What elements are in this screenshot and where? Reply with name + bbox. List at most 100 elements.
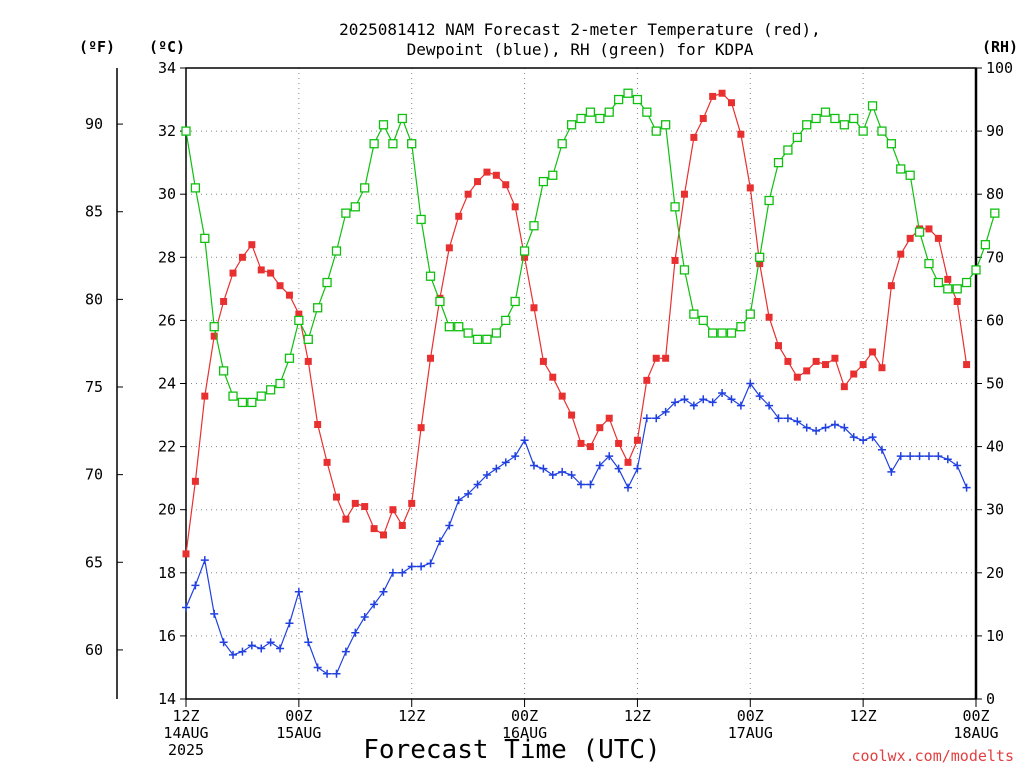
rh-point [792, 132, 802, 143]
data-series [181, 88, 1000, 678]
dew-point [812, 426, 821, 435]
temp-point [822, 361, 830, 369]
rh-point [604, 107, 614, 117]
temp-point [963, 361, 971, 369]
temp-point [662, 354, 670, 362]
rh-point [914, 227, 925, 237]
temp-point [530, 304, 538, 312]
rh-point [378, 120, 389, 130]
rh-point [689, 309, 699, 319]
dew-point [454, 496, 463, 505]
rh-point [519, 246, 530, 256]
celsius-unit-label: (ºC) [149, 38, 185, 56]
dew-point [435, 537, 444, 546]
series-rh [181, 88, 1000, 408]
dew-point [727, 395, 736, 404]
dew-point [642, 414, 651, 423]
rh-point [566, 120, 577, 130]
celsius-tick-label: 22 [158, 438, 176, 456]
rh-point [341, 208, 351, 218]
dew-point [896, 452, 905, 461]
rh-tick-label: 20 [986, 564, 1004, 582]
temp-point [803, 367, 811, 375]
temp-point [605, 414, 613, 422]
temp-point [361, 503, 369, 511]
rh-point [811, 113, 821, 124]
dew-point [934, 452, 943, 461]
dew-point [614, 464, 623, 473]
rh-point [388, 139, 398, 149]
rh-point [877, 126, 887, 136]
temp-point [558, 392, 566, 400]
dew-point [285, 619, 294, 628]
rh-point [444, 322, 454, 332]
temp-point [953, 297, 961, 305]
rh-point [237, 397, 248, 408]
temp-point [539, 357, 547, 365]
rh-point [501, 315, 511, 326]
rh-point [491, 328, 502, 338]
temp-point [577, 439, 585, 447]
temp-point [267, 269, 275, 277]
rh-point [726, 328, 737, 338]
rh-point [905, 170, 915, 180]
dew-point [624, 483, 633, 492]
dew-point [924, 452, 933, 461]
dew-point [746, 379, 755, 388]
temp-point [850, 370, 858, 378]
rh-point [576, 113, 586, 124]
celsius-tick-label: 34 [158, 59, 176, 77]
x-tick-label: 14AUG [163, 724, 208, 742]
temp-point [342, 515, 350, 523]
rh-point [350, 202, 360, 212]
rh-point [670, 202, 680, 212]
celsius-tick-label: 14 [158, 690, 176, 708]
temp-point [464, 190, 472, 198]
temp-point [934, 234, 942, 242]
rh-point [867, 101, 878, 111]
rh-point [181, 126, 191, 136]
rh-point [425, 271, 436, 281]
rh-point [783, 145, 793, 155]
celsius-tick-label: 30 [158, 185, 176, 203]
rh-point [849, 113, 859, 124]
rh-tick-label: 0 [986, 690, 995, 708]
temp-point [502, 181, 510, 189]
dew-point [276, 644, 285, 653]
dew-point [332, 669, 341, 678]
dew-point [482, 470, 491, 479]
rh-point [294, 315, 304, 326]
rh-point [773, 157, 784, 168]
dew-point [229, 650, 238, 659]
dew-line [185, 382, 968, 675]
dew-point [906, 452, 915, 461]
rh-point [529, 221, 539, 231]
rh-point [557, 139, 567, 149]
temp-point [295, 310, 303, 318]
dew-point [680, 395, 689, 404]
dew-point [520, 436, 529, 445]
dew-point [388, 568, 397, 577]
temp-point [474, 178, 482, 186]
fahrenheit-tick-label: 80 [85, 290, 103, 308]
temp-point [521, 253, 529, 261]
dew-point [558, 467, 567, 476]
temp-point [793, 373, 801, 381]
temp-point [417, 424, 425, 432]
rh-point [397, 113, 407, 124]
rh-point [896, 164, 906, 174]
celsius-tick-label: 16 [158, 627, 176, 645]
temp-point [304, 357, 312, 365]
rh-point [802, 120, 812, 130]
temp-point [718, 89, 726, 97]
rh-point [679, 265, 690, 275]
dew-point [247, 641, 256, 650]
grid-lines [186, 68, 976, 699]
dew-point [398, 568, 407, 577]
rh-unit-label: (RH) [982, 38, 1018, 56]
source-credit: coolwx.com/modelts [851, 747, 1014, 765]
dew-point [868, 433, 877, 442]
dew-point [426, 559, 435, 568]
rh-point [961, 277, 972, 288]
dew-point [294, 587, 303, 596]
